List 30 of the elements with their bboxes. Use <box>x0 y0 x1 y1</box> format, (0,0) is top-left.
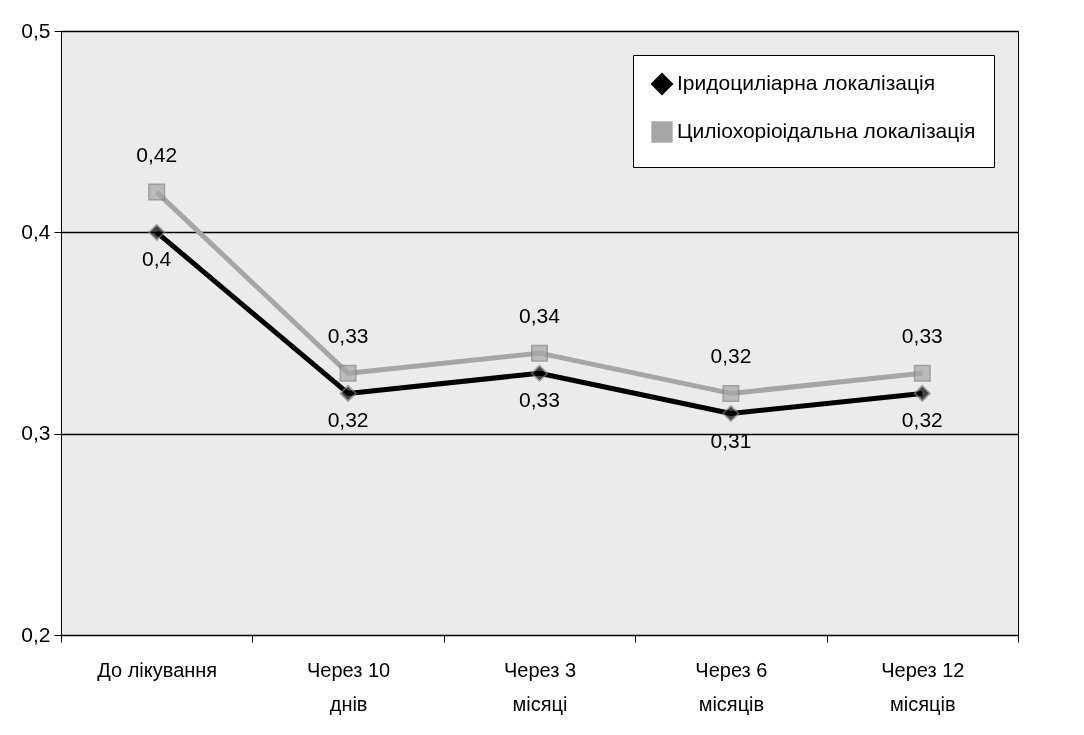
y-tick-label: 0,3 <box>21 421 51 445</box>
x-tick-label: Через 12 місяців <box>881 658 965 715</box>
data-label: 0,32 <box>901 408 943 432</box>
point <box>531 344 548 362</box>
point <box>339 364 357 382</box>
y-tick-label: 0,4 <box>21 219 51 243</box>
y-tick-label: 0,2 <box>21 622 51 646</box>
data-label: 0,33 <box>519 388 560 412</box>
point <box>339 384 357 402</box>
x-tick-label: До лікування <box>97 658 218 681</box>
point <box>531 364 548 382</box>
data-label: 0,34 <box>519 304 561 328</box>
legend-label: Іридоциліарна локалізація <box>677 71 936 94</box>
y-tick-label: 0,5 <box>21 18 51 42</box>
point <box>913 364 931 382</box>
data-label: 0,33 <box>327 324 369 348</box>
data-label: 0,4 <box>142 247 172 271</box>
legend-label: Циліохоріоідальна локалізація <box>677 119 976 142</box>
data-label: 0,42 <box>136 143 178 167</box>
point <box>722 405 740 423</box>
point <box>148 183 166 201</box>
point <box>913 384 931 402</box>
x-tick-label: Через 10 днів <box>306 658 391 715</box>
x-tick-label: Через 6 місяців <box>695 658 768 715</box>
data-label: 0,33 <box>901 324 943 348</box>
point <box>148 223 166 241</box>
data-label: 0,32 <box>327 408 369 432</box>
x-tick-label: Через 3 місяці <box>503 658 577 715</box>
data-label: 0,32 <box>710 344 752 368</box>
point <box>722 384 740 402</box>
